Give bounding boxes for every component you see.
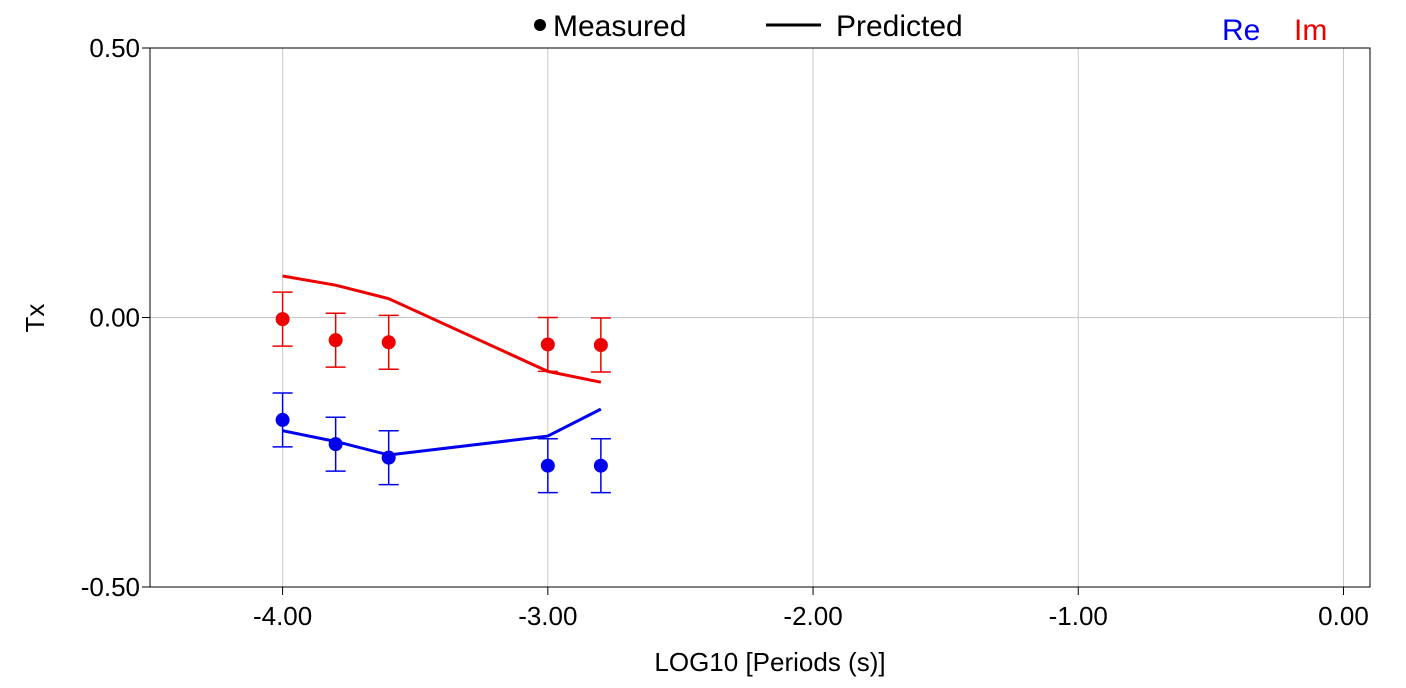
series — [272, 274, 611, 494]
x-tick-label: -3.00 — [518, 601, 577, 631]
re-measured-point — [328, 437, 343, 452]
y-axis-label: Tx — [20, 304, 50, 333]
legend-measured-marker — [534, 19, 546, 31]
im-measured-point — [381, 335, 396, 350]
y-tick-label: 0.00 — [89, 303, 140, 333]
x-tick-label: 0.00 — [1318, 601, 1369, 631]
legend-re-label: Re — [1222, 14, 1260, 47]
re-measured-point — [381, 450, 396, 465]
im-predicted-line — [282, 274, 602, 384]
x-tick-label: -1.00 — [1049, 601, 1108, 631]
re-measured-point — [593, 458, 608, 473]
legend-predicted-label: Predicted — [836, 10, 963, 43]
re-measured-point — [540, 458, 555, 473]
x-tick-label: -4.00 — [253, 601, 312, 631]
im-measured-point — [328, 333, 343, 348]
legend-measured-label: Measured — [553, 10, 686, 43]
im-measured-point — [593, 337, 608, 352]
x-axis-label: LOG10 [Periods (s)] — [654, 647, 885, 677]
y-tick-label: 0.50 — [89, 33, 140, 63]
legend: Measured Predicted Re Im — [534, 10, 1327, 47]
legend-im-label: Im — [1294, 14, 1327, 47]
grid — [150, 47, 1370, 588]
re-measured-point — [275, 412, 290, 427]
im-measured-point — [540, 337, 555, 352]
y-tick-label: -0.50 — [81, 572, 140, 602]
im-measured-point — [275, 312, 290, 327]
axes: -4.00 -3.00 -2.00 -1.00 0.00 0.50 0.00 -0.50 — [81, 33, 1369, 631]
x-tick-label: -2.00 — [783, 601, 842, 631]
